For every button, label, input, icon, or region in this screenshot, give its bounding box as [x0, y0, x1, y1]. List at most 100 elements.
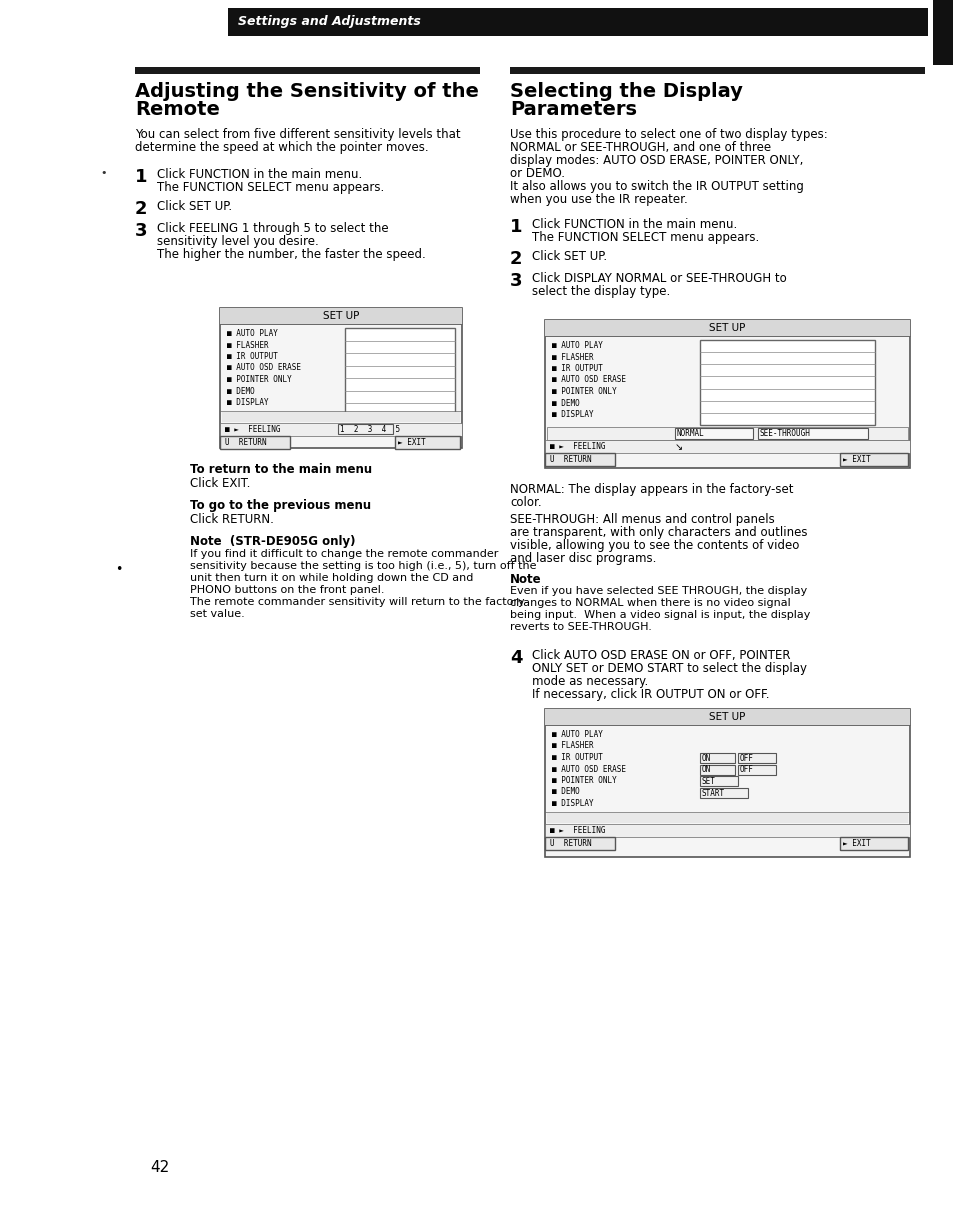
Text: U  RETURN: U RETURN — [550, 839, 591, 848]
Text: Selecting the Display: Selecting the Display — [510, 82, 742, 101]
Text: Click RETURN.: Click RETURN. — [190, 512, 274, 526]
Bar — [544, 454, 615, 466]
Text: NORMAL: NORMAL — [677, 429, 704, 438]
Text: unit then turn it on while holding down the CD and: unit then turn it on while holding down … — [190, 573, 473, 583]
Bar — [840, 454, 907, 466]
Text: ■ POINTER ONLY: ■ POINTER ONLY — [552, 387, 616, 396]
Text: ► EXIT: ► EXIT — [397, 438, 425, 447]
Text: Click FUNCTION in the main menu.: Click FUNCTION in the main menu. — [157, 168, 362, 181]
Bar — [544, 320, 909, 336]
Text: ■ AUTO PLAY: ■ AUTO PLAY — [552, 340, 602, 350]
Text: ■ AUTO OSD ERASE: ■ AUTO OSD ERASE — [552, 764, 625, 773]
Text: ■ AUTO PLAY: ■ AUTO PLAY — [552, 730, 602, 739]
Text: ■ DISPLAY: ■ DISPLAY — [552, 799, 593, 807]
Text: 1  2  3  4  5: 1 2 3 4 5 — [339, 425, 399, 434]
Text: U  RETURN: U RETURN — [550, 455, 591, 465]
Text: If necessary, click IR OUTPUT ON or OFF.: If necessary, click IR OUTPUT ON or OFF. — [532, 688, 769, 701]
Text: SET UP: SET UP — [322, 311, 359, 321]
Text: NORMAL or SEE-THROUGH, and one of three: NORMAL or SEE-THROUGH, and one of three — [510, 141, 770, 154]
Text: are transparent, with only characters and outlines: are transparent, with only characters an… — [510, 526, 806, 540]
Text: determine the speed at which the pointer moves.: determine the speed at which the pointer… — [135, 141, 428, 154]
Bar — [700, 340, 874, 425]
Text: The higher the number, the faster the speed.: The higher the number, the faster the sp… — [157, 248, 425, 261]
Text: Note  (STR-DE905G only): Note (STR-DE905G only) — [190, 535, 355, 548]
Text: ■ POINTER ONLY: ■ POINTER ONLY — [552, 775, 616, 785]
Text: Settings and Adjustments: Settings and Adjustments — [237, 16, 420, 28]
Text: Click EXIT.: Click EXIT. — [190, 477, 250, 490]
Text: ■ IR OUTPUT: ■ IR OUTPUT — [552, 364, 602, 372]
Text: Even if you have selected SEE THROUGH, the display: Even if you have selected SEE THROUGH, t… — [510, 586, 806, 596]
Text: The FUNCTION SELECT menu appears.: The FUNCTION SELECT menu appears. — [157, 181, 384, 194]
Text: To return to the main menu: To return to the main menu — [190, 463, 372, 476]
Text: Click DISPLAY NORMAL or SEE-THROUGH to: Click DISPLAY NORMAL or SEE-THROUGH to — [532, 272, 786, 285]
Text: SEE-THROUGH: SEE-THROUGH — [760, 429, 810, 438]
Bar — [700, 775, 738, 787]
Text: 3: 3 — [510, 272, 522, 290]
Bar — [840, 837, 907, 850]
Text: 42: 42 — [150, 1160, 169, 1175]
Text: ■ DEMO: ■ DEMO — [552, 398, 579, 408]
Text: SET UP: SET UP — [709, 712, 745, 721]
Bar — [700, 788, 747, 798]
Text: ■ IR OUTPUT: ■ IR OUTPUT — [227, 351, 277, 361]
Text: PHONO buttons on the front panel.: PHONO buttons on the front panel. — [190, 585, 384, 595]
Text: changes to NORMAL when there is no video signal: changes to NORMAL when there is no video… — [510, 599, 790, 608]
Text: ■ ►  FEELING: ■ ► FEELING — [550, 442, 605, 451]
Bar — [222, 412, 459, 422]
Text: ■ IR OUTPUT: ■ IR OUTPUT — [552, 753, 602, 762]
Text: ■ DISPLAY: ■ DISPLAY — [552, 410, 593, 419]
Bar — [220, 436, 290, 449]
Text: 2: 2 — [135, 200, 148, 218]
Text: 1: 1 — [135, 168, 148, 186]
Text: SEE-THROUGH: All menus and control panels: SEE-THROUGH: All menus and control panel… — [510, 512, 774, 526]
Text: Note: Note — [510, 573, 541, 586]
Text: select the display type.: select the display type. — [532, 285, 670, 297]
Text: 4: 4 — [510, 649, 522, 667]
Bar — [758, 428, 867, 439]
Text: It also allows you to switch the IR OUTPUT setting: It also allows you to switch the IR OUTP… — [510, 179, 803, 193]
Text: Click AUTO OSD ERASE ON or OFF, POINTER: Click AUTO OSD ERASE ON or OFF, POINTER — [532, 649, 790, 662]
Bar — [700, 753, 734, 763]
Text: Use this procedure to select one of two display types:: Use this procedure to select one of two … — [510, 128, 827, 141]
Bar — [220, 308, 461, 324]
Text: display modes: AUTO OSD ERASE, POINTER ONLY,: display modes: AUTO OSD ERASE, POINTER O… — [510, 154, 802, 167]
Text: ► EXIT: ► EXIT — [842, 839, 870, 848]
Bar — [544, 440, 909, 454]
Bar — [546, 814, 907, 823]
Text: ↘: ↘ — [675, 442, 682, 452]
Text: ON: ON — [701, 755, 711, 763]
Text: ■ POINTER ONLY: ■ POINTER ONLY — [227, 375, 292, 383]
Text: Remote: Remote — [135, 100, 219, 119]
Text: The FUNCTION SELECT menu appears.: The FUNCTION SELECT menu appears. — [532, 231, 759, 245]
Text: Click SET UP.: Click SET UP. — [532, 249, 606, 263]
Text: ■ AUTO OSD ERASE: ■ AUTO OSD ERASE — [552, 376, 625, 385]
Bar — [700, 764, 734, 774]
Bar — [544, 709, 909, 857]
Bar — [135, 68, 479, 74]
Bar — [220, 308, 461, 449]
Text: visible, allowing you to see the contents of video: visible, allowing you to see the content… — [510, 540, 799, 552]
Text: color.: color. — [510, 497, 541, 509]
Bar — [544, 823, 909, 837]
Text: ■ AUTO PLAY: ■ AUTO PLAY — [227, 329, 277, 338]
Bar — [544, 320, 909, 468]
Bar — [395, 436, 459, 449]
Text: 3: 3 — [135, 222, 148, 240]
Text: NORMAL: The display appears in the factory-set: NORMAL: The display appears in the facto… — [510, 483, 793, 497]
Text: ■ FLASHER: ■ FLASHER — [552, 353, 593, 361]
Text: ■ ►  FEELING: ■ ► FEELING — [225, 425, 280, 434]
Text: OFF: OFF — [740, 755, 753, 763]
Text: OFF: OFF — [740, 766, 753, 774]
Text: ■ FLASHER: ■ FLASHER — [552, 741, 593, 751]
Text: Parameters: Parameters — [510, 100, 637, 119]
Text: sensitivity level you desire.: sensitivity level you desire. — [157, 235, 318, 248]
Text: ■ AUTO OSD ERASE: ■ AUTO OSD ERASE — [227, 364, 301, 372]
Text: when you use the IR repeater.: when you use the IR repeater. — [510, 193, 687, 206]
Bar — [544, 709, 909, 725]
Text: START: START — [701, 789, 724, 798]
Text: mode as necessary.: mode as necessary. — [532, 675, 648, 688]
Text: ■ DISPLAY: ■ DISPLAY — [227, 398, 269, 407]
Bar — [544, 837, 615, 850]
Text: Click FUNCTION in the main menu.: Click FUNCTION in the main menu. — [532, 218, 737, 231]
Text: ■ FLASHER: ■ FLASHER — [227, 340, 269, 349]
